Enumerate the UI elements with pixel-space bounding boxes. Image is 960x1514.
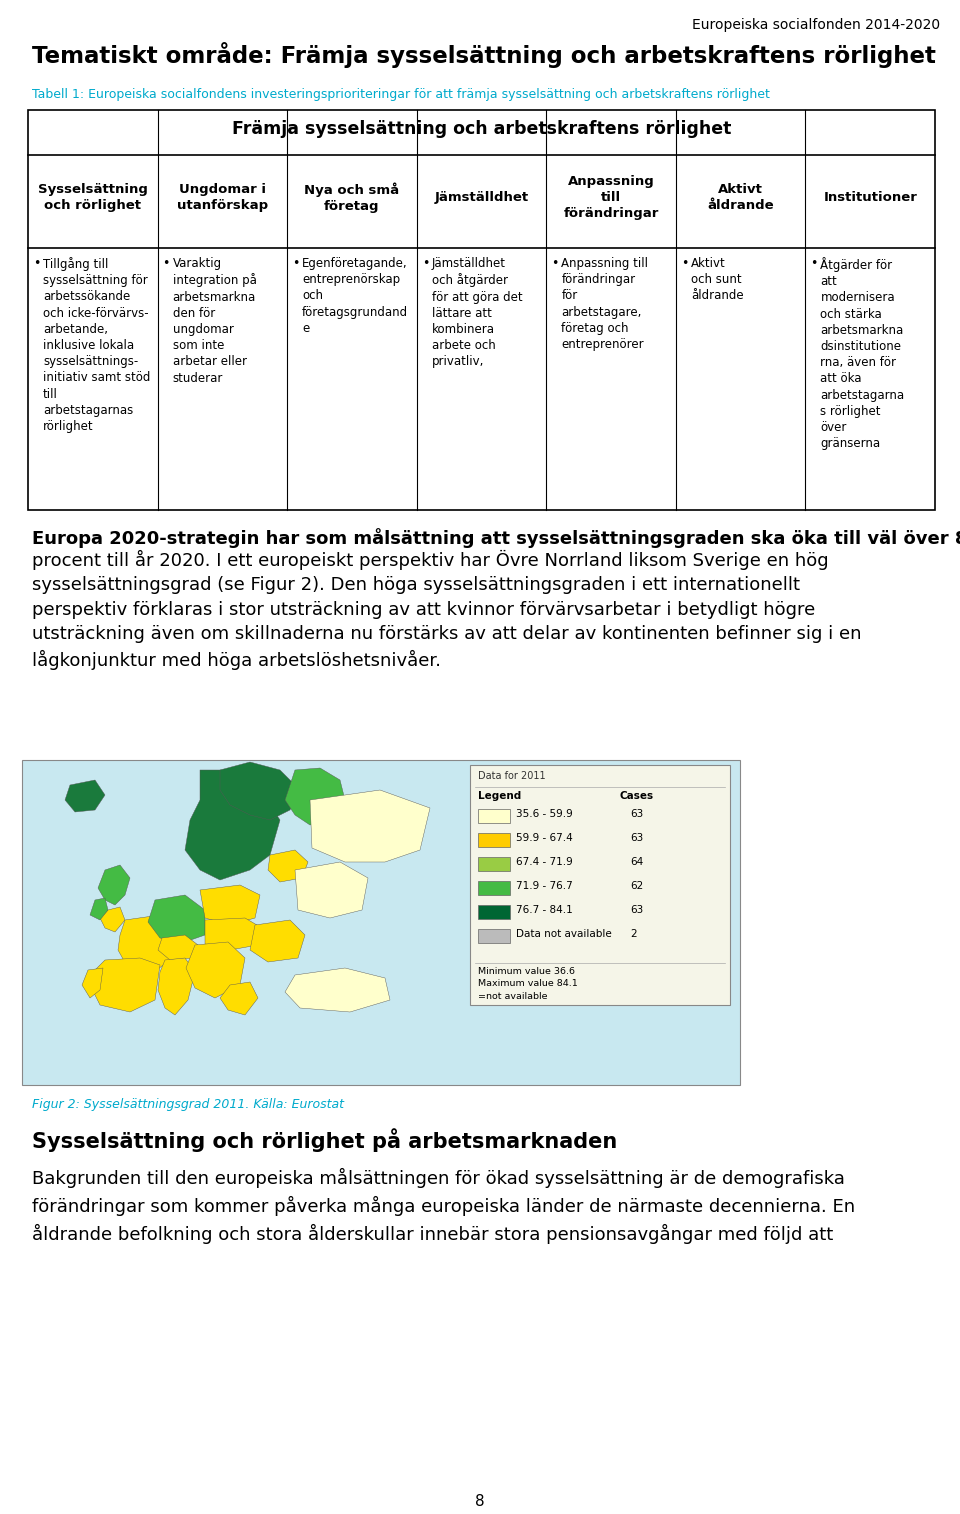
Text: Tabell 1: Europeiska socialfondens investeringsprioriteringar för att främja sys: Tabell 1: Europeiska socialfondens inves… [32,88,770,101]
Text: Tillgång till
sysselsättning för
arbetssökande
och icke-förvärvs-
arbetande,
ink: Tillgång till sysselsättning för arbetss… [43,257,151,433]
Polygon shape [200,886,260,925]
Text: 62: 62 [630,881,643,892]
Bar [478,857,510,871]
Text: Figur 2: Sysselsättningsgrad 2011. Källa: Eurostat: Figur 2: Sysselsättningsgrad 2011. Källa… [32,1098,344,1111]
Polygon shape [82,967,103,998]
Text: Europa 2020-strategin har som målsättning att sysselsättningsgraden ska öka till: Europa 2020-strategin har som målsättnin… [32,528,960,548]
Text: Främja sysselsättning och arbetskraftens rörlighet: Främja sysselsättning och arbetskraftens… [231,120,732,138]
Text: Egenföretagande,
entreprenörskap
och
företagsgrundand
e: Egenföretagande, entreprenörskap och för… [302,257,408,335]
Polygon shape [158,958,195,1014]
Text: Aktivt
och sunt
åldrande: Aktivt och sunt åldrande [691,257,743,303]
Bar [478,881,510,895]
Text: Bakgrunden till den europeiska målsättningen för ökad sysselsättning är de demog: Bakgrunden till den europeiska målsättni… [32,1167,855,1245]
Text: 71.9 - 76.7: 71.9 - 76.7 [516,881,573,892]
Text: •: • [551,257,559,269]
Polygon shape [65,780,105,812]
Polygon shape [118,914,175,975]
Polygon shape [98,864,130,905]
Text: •: • [33,257,40,269]
Text: Varaktig
integration på
arbetsmarkna
den för
ungdomar
som inte
arbetar eller
stu: Varaktig integration på arbetsmarkna den… [173,257,256,385]
Bar [22,760,740,1086]
Text: •: • [292,257,300,269]
Text: Åtgärder för
att
modernisera
och stärka
arbetsmarkna
dsinstitutione
rna, även fö: Åtgärder för att modernisera och stärka … [821,257,904,450]
Text: procent till år 2020. I ett europeiskt perspektiv har Övre Norrland liksom Sveri: procent till år 2020. I ett europeiskt p… [32,550,861,671]
Polygon shape [90,898,108,921]
Text: Minimum value 36.6
Maximum value 84.1
=not available: Minimum value 36.6 Maximum value 84.1 =n… [478,967,578,1001]
Polygon shape [310,790,430,861]
Text: Ungdomar i
utanförskap: Ungdomar i utanförskap [177,183,268,212]
Text: Legend: Legend [478,790,521,801]
Polygon shape [90,958,160,1011]
Polygon shape [186,942,245,998]
Text: •: • [162,257,170,269]
Text: 63: 63 [630,808,643,819]
Polygon shape [268,849,308,883]
Polygon shape [285,768,345,825]
Text: Sysselsättning och rörlighet på arbetsmarknaden: Sysselsättning och rörlighet på arbetsma… [32,1128,617,1152]
Polygon shape [158,936,198,960]
Text: •: • [681,257,688,269]
Polygon shape [185,771,280,880]
Bar [478,930,510,943]
Text: Anpassning till
förändringar
för
arbetstagare,
företag och
entreprenörer: Anpassning till förändringar för arbetst… [562,257,648,351]
Polygon shape [250,921,305,961]
Text: 8: 8 [475,1494,485,1509]
Bar [28,111,935,510]
Polygon shape [295,861,368,917]
Text: Data not available: Data not available [516,930,612,939]
Text: 35.6 - 59.9: 35.6 - 59.9 [516,808,573,819]
Text: Anpassning
till
förändringar: Anpassning till förändringar [564,176,659,220]
Bar [478,833,510,846]
Polygon shape [148,895,205,942]
Text: Data for 2011: Data for 2011 [478,771,545,781]
Polygon shape [220,983,258,1014]
Text: Tematiskt område: Främja sysselsättning och arbetskraftens rörlighet: Tematiskt område: Främja sysselsättning … [32,42,936,68]
Polygon shape [205,917,262,949]
Text: Institutioner: Institutioner [824,191,917,204]
Polygon shape [220,762,300,821]
Text: 76.7 - 84.1: 76.7 - 84.1 [516,905,573,914]
Text: 2: 2 [630,930,636,939]
Text: 64: 64 [630,857,643,868]
Polygon shape [285,967,390,1011]
Bar [478,808,510,824]
Text: Europeiska socialfonden 2014-2020: Europeiska socialfonden 2014-2020 [692,18,940,32]
Text: •: • [810,257,818,269]
Text: Jämställdhet: Jämställdhet [435,191,529,204]
Text: 67.4 - 71.9: 67.4 - 71.9 [516,857,573,868]
Text: Cases: Cases [620,790,654,801]
Bar [478,905,510,919]
Text: 63: 63 [630,833,643,843]
Text: 59.9 - 67.4: 59.9 - 67.4 [516,833,573,843]
Text: Jämställdhet
och åtgärder
för att göra det
lättare att
kombinera
arbete och
priv: Jämställdhet och åtgärder för att göra d… [432,257,522,368]
Polygon shape [100,907,125,933]
Bar [470,765,730,1005]
Text: Aktivt
åldrande: Aktivt åldrande [708,183,774,212]
Text: Sysselsättning
och rörlighet: Sysselsättning och rörlighet [37,183,148,212]
Text: •: • [421,257,429,269]
Text: 63: 63 [630,905,643,914]
Text: Nya och små
företag: Nya och små företag [304,182,399,213]
